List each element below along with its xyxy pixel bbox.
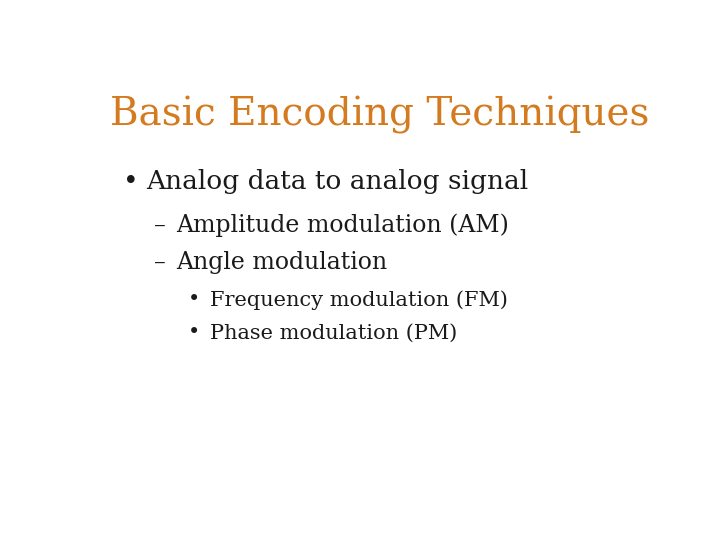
Text: Analog data to analog signal: Analog data to analog signal <box>145 168 528 194</box>
Text: •: • <box>124 168 139 194</box>
Text: –: – <box>154 213 166 237</box>
Text: Amplitude modulation (AM): Amplitude modulation (AM) <box>176 213 509 237</box>
Text: Basic Encoding Techniques: Basic Encoding Techniques <box>110 96 650 134</box>
Text: •: • <box>188 323 200 342</box>
Text: Angle modulation: Angle modulation <box>176 251 387 274</box>
Text: •: • <box>188 290 200 309</box>
Text: Frequency modulation (FM): Frequency modulation (FM) <box>210 290 508 309</box>
Text: Phase modulation (PM): Phase modulation (PM) <box>210 323 457 342</box>
Text: –: – <box>154 251 166 274</box>
